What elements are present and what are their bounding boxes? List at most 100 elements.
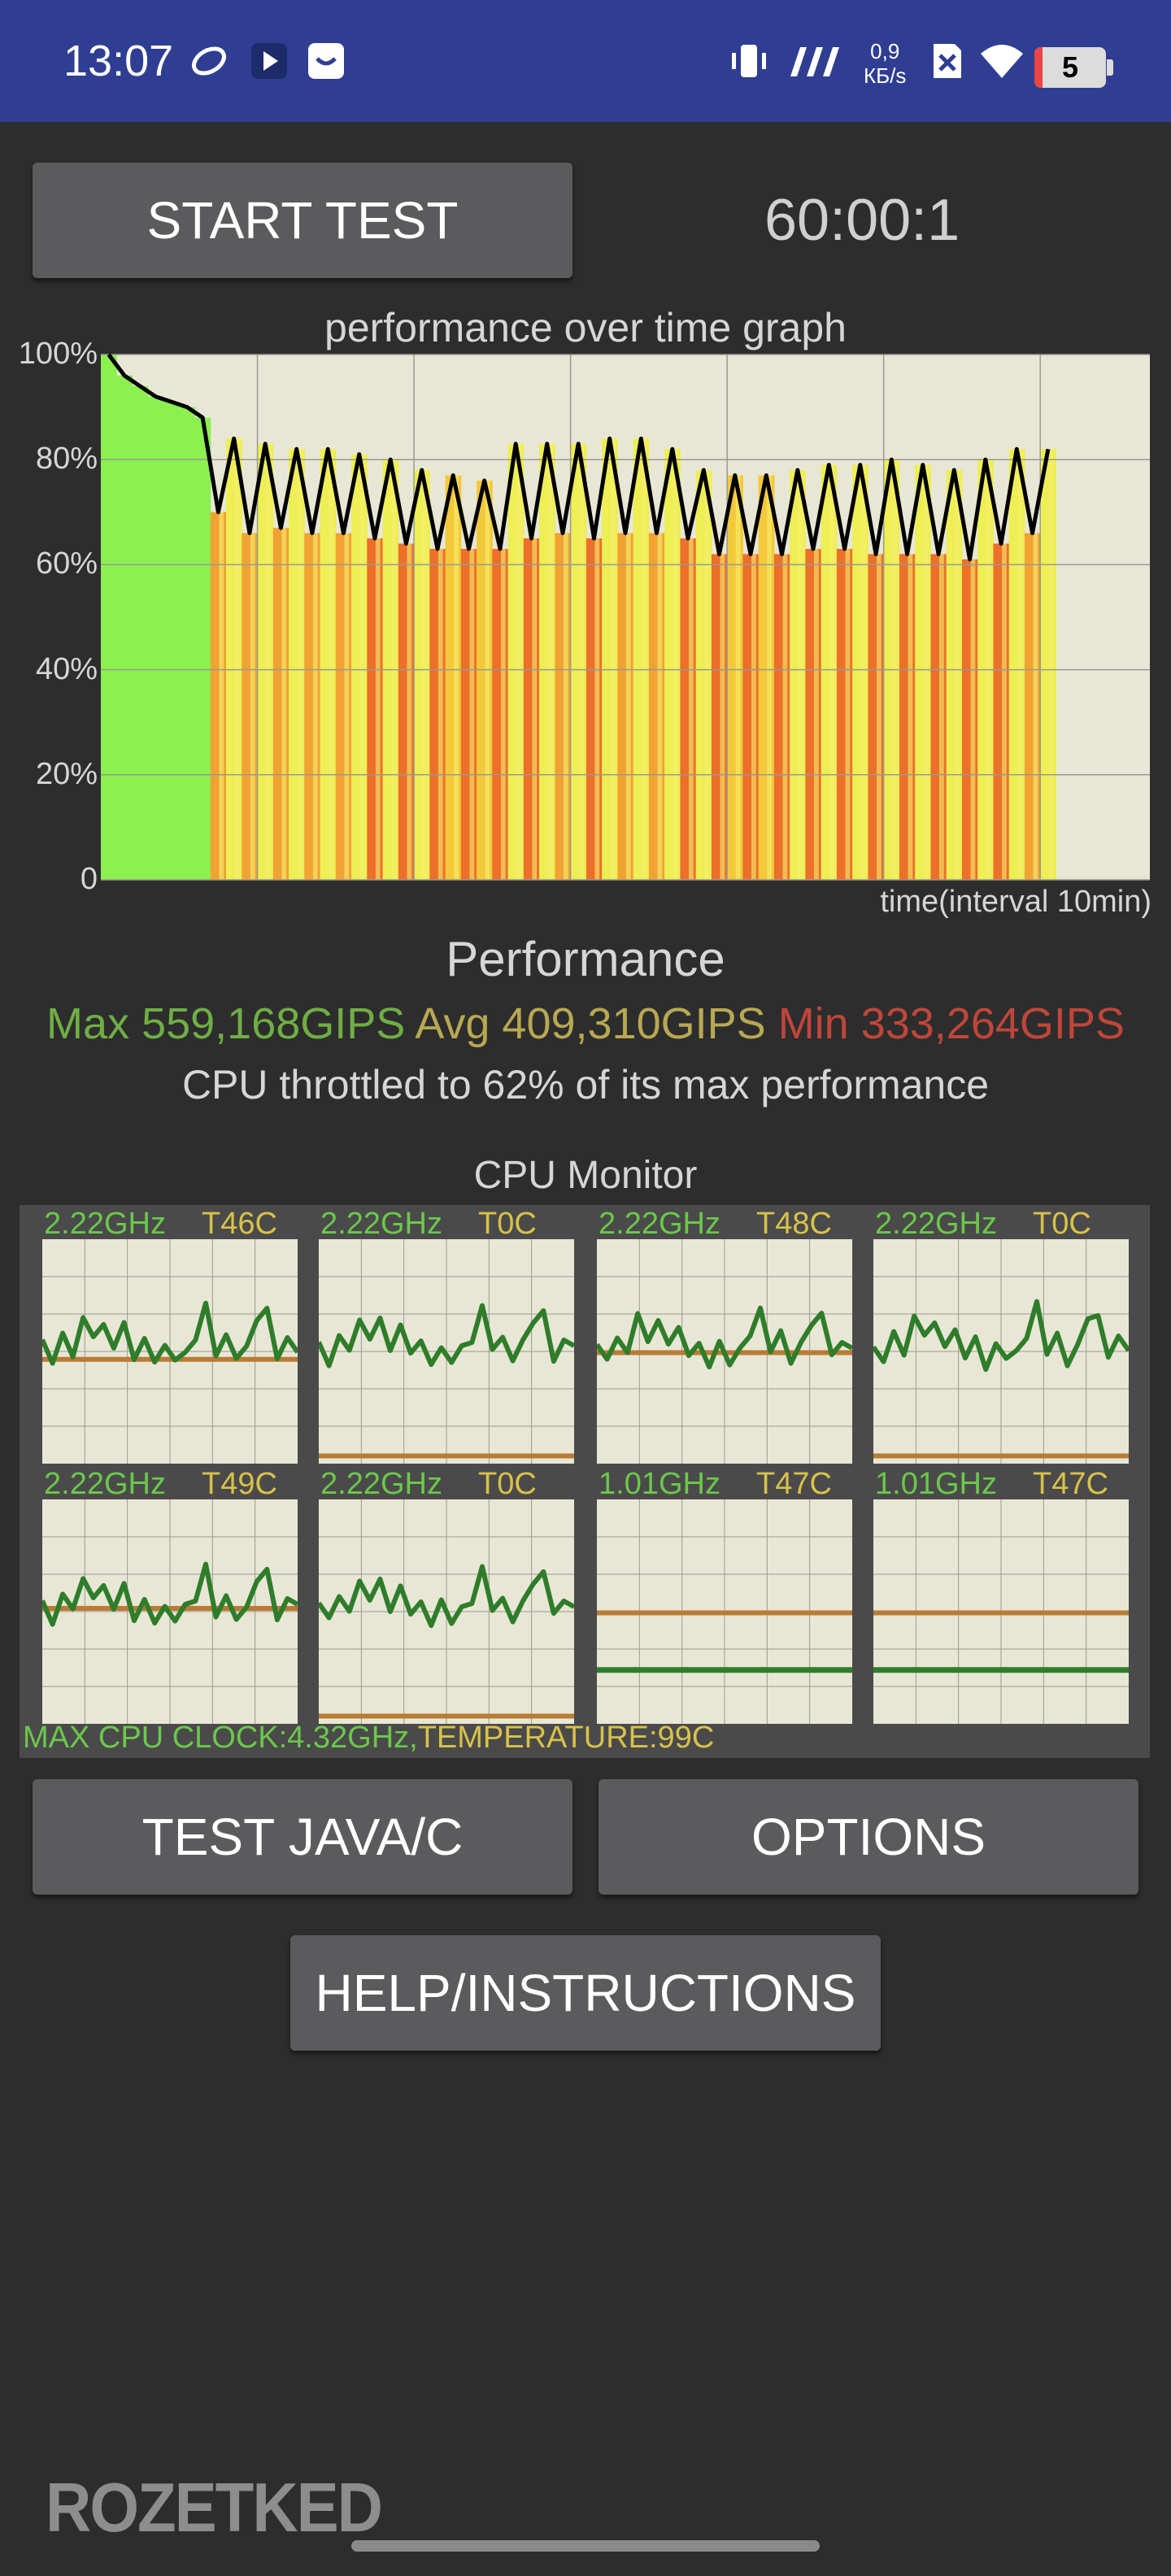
performance-bar — [289, 449, 305, 880]
performance-bar-highlight — [547, 443, 553, 880]
start-test-button[interactable]: START TEST — [33, 163, 572, 278]
network-speed: 0,9 КБ/s — [864, 39, 906, 88]
battery-level: 5 — [1061, 50, 1079, 84]
performance-bar-highlight — [970, 559, 976, 880]
performance-bar-highlight — [500, 549, 506, 880]
performance-bar — [351, 454, 368, 880]
status-bar: 13:07 0,9 КБ/s 5 — [0, 0, 1171, 122]
performance-bar-highlight — [579, 443, 584, 880]
performance-bar-highlight — [281, 528, 287, 880]
performance-bar-highlight — [516, 443, 521, 880]
performance-bar-highlight — [312, 533, 318, 880]
performance-bar-highlight — [610, 438, 616, 880]
performance-bar — [961, 559, 978, 880]
performance-bar-highlight — [532, 538, 538, 880]
performance-bar — [617, 533, 634, 880]
core-frequency: 2.22GHz — [320, 1207, 442, 1241]
performance-bar-highlight — [594, 538, 600, 880]
core-temperature: T46C — [202, 1207, 277, 1241]
core-temperature: T0C — [478, 1467, 537, 1501]
performance-bar — [805, 549, 822, 880]
performance-bar-highlight — [359, 454, 365, 880]
performance-bar-highlight — [688, 538, 694, 880]
message-icon — [308, 43, 344, 79]
performance-bar — [382, 459, 399, 880]
core-frequency: 2.22GHz — [320, 1467, 442, 1501]
max-cpu-clock: MAX CPU CLOCK:4.32GHz, — [23, 1721, 418, 1755]
performance-bar — [335, 533, 352, 880]
performance-bar-highlight — [485, 481, 490, 880]
min-performance: Min 333,264GIPS — [777, 999, 1125, 1048]
graph-title: performance over time graph — [324, 305, 847, 350]
performance-bar — [116, 375, 133, 881]
performance-bar-highlight — [266, 443, 271, 880]
core-frequency: 2.22GHz — [875, 1207, 997, 1241]
performance-bar-highlight — [1048, 449, 1054, 880]
performance-bar — [930, 554, 947, 880]
y-tick-label: 100% — [18, 337, 98, 371]
performance-bar-highlight — [704, 470, 710, 880]
performance-bar — [1008, 449, 1025, 880]
options-button[interactable]: OPTIONS — [599, 1779, 1138, 1895]
performance-bar-highlight — [563, 533, 568, 880]
performance-bar — [320, 449, 337, 880]
core-graph — [40, 1499, 299, 1724]
battery-icon: 5 — [1034, 47, 1113, 88]
performance-bar-highlight — [1017, 449, 1023, 880]
performance-bar-highlight — [657, 533, 663, 880]
performance-bar — [132, 385, 149, 880]
test-java-c-button[interactable]: TEST JAVA/C — [33, 1779, 572, 1895]
performance-bar — [633, 438, 650, 880]
performance-bar — [304, 533, 321, 880]
performance-bar-highlight — [422, 470, 428, 880]
wifi-icon — [981, 45, 1023, 78]
performance-bar-highlight — [391, 459, 396, 880]
performance-bar — [492, 549, 509, 880]
core-graph — [871, 1239, 1131, 1464]
core-temperature: T47C — [756, 1467, 832, 1501]
performance-title: Performance — [446, 932, 725, 986]
core-temperature: T47C — [1033, 1467, 1108, 1501]
performance-bar-highlight — [939, 554, 944, 880]
performance-bar-highlight — [986, 459, 991, 880]
core-graph — [594, 1239, 854, 1464]
max-temperature: TEMPERATURE:99C — [417, 1721, 715, 1755]
core-temperature: T0C — [1033, 1207, 1091, 1241]
performance-bar — [414, 470, 430, 880]
performance-bar-highlight — [860, 464, 866, 880]
performance-bar-highlight — [923, 464, 929, 880]
core-temperature: T49C — [202, 1467, 277, 1501]
performance-bar — [602, 438, 618, 880]
performance-bar — [272, 528, 289, 880]
performance-chart — [101, 353, 1150, 881]
performance-bar-highlight — [751, 554, 756, 880]
core-temperature: T48C — [756, 1207, 832, 1241]
home-indicator[interactable] — [351, 2540, 820, 2552]
avg-performance: Avg 409,310GIPS — [415, 999, 766, 1048]
core-graph — [873, 1499, 1129, 1724]
performance-bar — [242, 533, 259, 880]
cpu-monitor-footer: MAX CPU CLOCK:4.32GHz,TEMPERATURE:99C — [23, 1721, 714, 1756]
performance-bar-highlight — [234, 438, 240, 880]
speed-value: 0,9 — [870, 39, 900, 63]
performance-bar-highlight — [625, 533, 631, 880]
performance-bar-highlight — [454, 475, 459, 880]
y-tick-label: 80% — [35, 442, 98, 476]
performance-bar — [899, 554, 916, 880]
help-instructions-button[interactable]: HELP/INSTRUCTIONS — [290, 1935, 881, 2051]
performance-bar-highlight — [735, 475, 741, 880]
performance-bar-highlight — [908, 554, 913, 880]
y-tick-label: 40% — [35, 651, 98, 686]
performance-bar-highlight — [1002, 543, 1007, 880]
performance-bar-highlight — [829, 464, 835, 880]
watermark-logo: ROZETKED — [46, 2468, 383, 2547]
performance-bar — [257, 443, 274, 880]
performance-bar — [586, 538, 603, 880]
core-frequency: 2.22GHz — [599, 1207, 720, 1241]
performance-bar — [539, 443, 555, 880]
y-tick-label: 60% — [35, 546, 98, 581]
performance-bar — [790, 470, 806, 880]
performance-bar-highlight — [642, 438, 646, 880]
core-temperature: T0C — [478, 1207, 537, 1241]
performance-bar — [836, 549, 853, 880]
